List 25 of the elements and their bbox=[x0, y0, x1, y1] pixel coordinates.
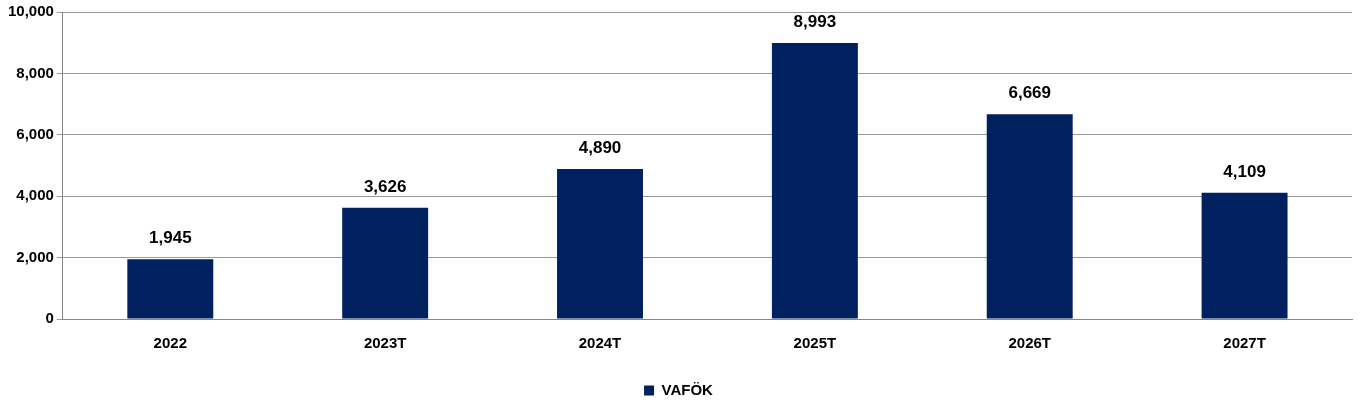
y-tick-label: 8,000 bbox=[16, 63, 54, 81]
bar bbox=[986, 114, 1073, 319]
y-tick-label: 0 bbox=[45, 309, 54, 327]
y-tick-label: 10,000 bbox=[7, 2, 54, 20]
bar bbox=[342, 207, 429, 319]
x-tick-label: 2024T bbox=[578, 334, 622, 352]
y-tick-label: 2,000 bbox=[16, 247, 54, 265]
x-tick-label: 2027T bbox=[1223, 334, 1266, 352]
data-label: 1,945 bbox=[149, 228, 192, 248]
data-label: 3,626 bbox=[363, 176, 407, 196]
data-label: 6,669 bbox=[1008, 83, 1051, 103]
data-label: 8,993 bbox=[793, 12, 837, 32]
bar bbox=[127, 259, 214, 319]
legend-label: VAFÖK bbox=[661, 380, 714, 398]
y-tick-label: 6,000 bbox=[16, 124, 54, 142]
data-label: 4,890 bbox=[578, 138, 622, 158]
bar bbox=[557, 168, 643, 319]
x-tick-label: 2025T bbox=[793, 334, 837, 352]
x-tick-label: 2022 bbox=[153, 334, 187, 352]
bar bbox=[1201, 192, 1288, 319]
bar bbox=[771, 42, 858, 319]
x-tick-label: 2023T bbox=[363, 334, 407, 352]
data-label: 4,109 bbox=[1223, 162, 1266, 182]
y-tick-label: 4,000 bbox=[16, 186, 54, 204]
x-tick-label: 2026T bbox=[1008, 334, 1051, 352]
